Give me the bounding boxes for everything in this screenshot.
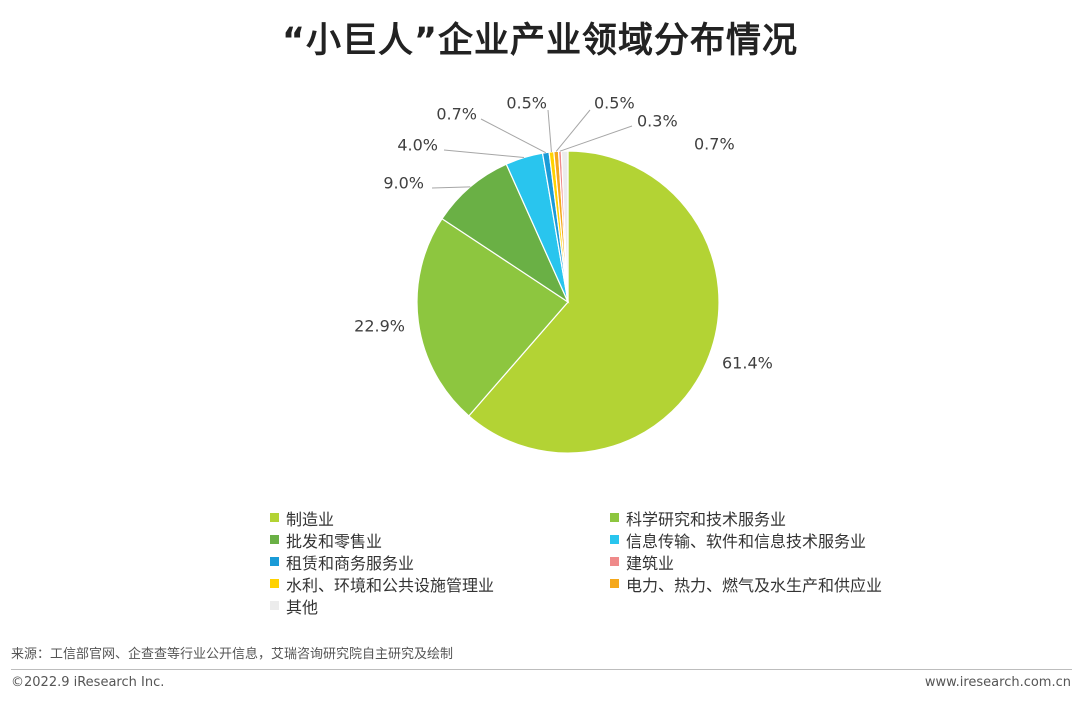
- copyright-text: ©2022.9 iResearch Inc.: [11, 675, 165, 690]
- legend-swatch: [270, 513, 279, 522]
- leader-lines: [431, 109, 633, 189]
- pie-slices: [416, 150, 720, 454]
- legend-swatch: [610, 535, 619, 544]
- website-text: www.iresearch.com.cn: [924, 675, 1071, 690]
- pie-slice-3: [441, 163, 570, 304]
- legend-item: 批发和零售业: [270, 529, 610, 551]
- legend-swatch: [270, 579, 279, 588]
- legend-item: 建筑业: [610, 551, 950, 573]
- legend-swatch: [270, 557, 279, 566]
- footer-divider: [11, 669, 1072, 670]
- chart-title: “小巨人”企业产业领域分布情况: [281, 21, 798, 61]
- leader-line: [547, 109, 552, 152]
- data-label: 0.3%: [637, 112, 678, 131]
- legend-item: 制造业: [270, 507, 610, 529]
- leader-line: [555, 109, 591, 152]
- data-label: 9.0%: [383, 174, 424, 193]
- data-label: 61.4%: [722, 354, 773, 373]
- source-note: 来源：工信部官网、企查查等行业公开信息，艾瑞咨询研究院自主研究及绘制: [11, 647, 454, 662]
- pie-slice-1: [468, 150, 720, 454]
- legend-label: 租赁和商务服务业: [286, 553, 415, 573]
- data-label: 0.5%: [506, 94, 547, 113]
- leader-line: [431, 186, 471, 189]
- legend-label: 科学研究和技术服务业: [626, 509, 787, 529]
- legend-swatch: [270, 601, 279, 610]
- data-label: 4.0%: [397, 136, 438, 155]
- data-label: 0.5%: [594, 94, 635, 113]
- pie-slice-2: [416, 217, 569, 417]
- data-label: 22.9%: [354, 317, 405, 336]
- legend-item: 水利、环境和公共设施管理业: [270, 573, 610, 595]
- legend-label: 批发和零售业: [286, 531, 383, 551]
- legend-label: 电力、热力、燃气及水生产和供应业: [626, 575, 883, 595]
- data-labels: 61.4%22.9%9.0%4.0%0.7%0.5% 0.5%0.3%0.7%: [354, 94, 773, 373]
- legend-item: 信息传输、软件和信息技术服务业: [610, 529, 950, 551]
- data-label: 0.7%: [436, 105, 477, 124]
- legend-label: 制造业: [286, 509, 335, 529]
- legend: 制造业 科学研究和技术服务业批发和零售业 信息传输、软件和信息技术服务业租赁和商务服…: [270, 507, 950, 617]
- legend-item: 其他: [270, 595, 610, 617]
- legend-label: 建筑业: [626, 553, 675, 573]
- legend-label: 水利、环境和公共设施管理业: [286, 575, 495, 595]
- leader-line: [559, 125, 633, 152]
- data-label: 0.7%: [694, 135, 735, 154]
- pie-chart: 61.4%22.9%9.0%4.0%0.7%0.5% 0.5%0.3%0.7%: [354, 94, 773, 454]
- legend-item: 租赁和商务服务业: [270, 551, 610, 573]
- leader-line: [480, 118, 547, 154]
- legend-swatch: [610, 579, 619, 588]
- legend-swatch: [610, 557, 619, 566]
- legend-label: 信息传输、软件和信息技术服务业: [626, 531, 867, 551]
- legend-swatch: [610, 513, 619, 522]
- legend-swatch: [270, 535, 279, 544]
- legend-item: 电力、热力、燃气及水生产和供应业: [610, 573, 950, 595]
- leader-line: [443, 149, 525, 159]
- legend-label: 其他: [286, 597, 319, 617]
- legend-item: 科学研究和技术服务业: [610, 507, 950, 529]
